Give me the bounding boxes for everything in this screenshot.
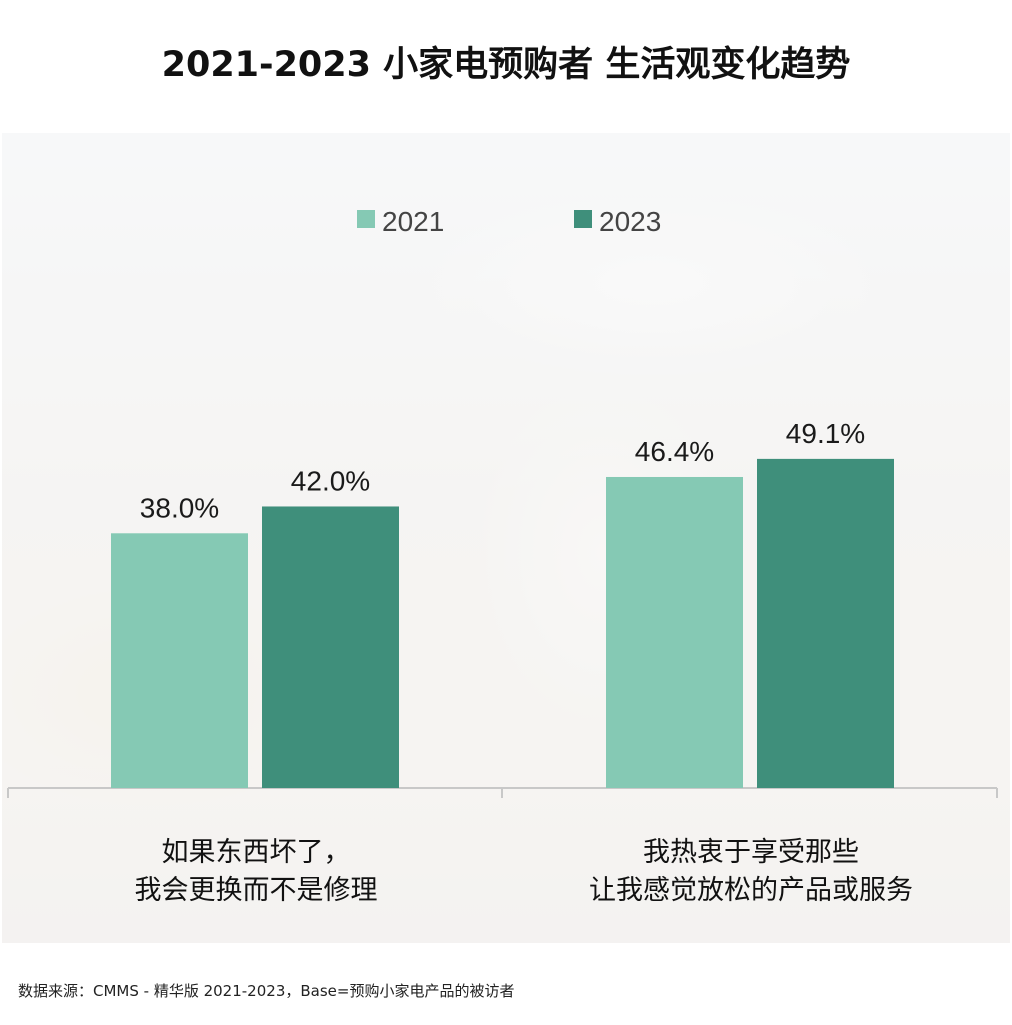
data-label-2021-1: 46.4%	[635, 436, 714, 467]
legend-label-2023: 2023	[599, 206, 661, 237]
bar-2021-1	[606, 476, 743, 788]
category-label-1-line-0: 我热衷于享受那些	[643, 837, 859, 868]
legend-label-2021: 2021	[382, 206, 444, 237]
data-label-2021-0: 38.0%	[140, 492, 219, 523]
chart-title: 2021-2023 小家电预购者 生活观变化趋势	[161, 45, 851, 85]
data-label-2023-1: 49.1%	[786, 418, 865, 449]
bar-2023-1	[757, 458, 894, 788]
category-label-1-line-1: 让我感觉放松的产品或服务	[589, 875, 913, 906]
category-label-0-line-0: 如果东西坏了，	[162, 837, 351, 868]
data-label-2023-0: 42.0%	[291, 465, 370, 496]
bar-2023-0	[262, 506, 399, 788]
legend-swatch-2021	[357, 210, 375, 228]
source-note: 数据来源：CMMS - 精华版 2021-2023，Base=预购小家电产品的被…	[18, 982, 515, 1000]
legend-swatch-2023	[574, 210, 592, 228]
bar-2021-0	[111, 533, 248, 788]
category-label-0-line-1: 我会更换而不是修理	[135, 875, 378, 906]
